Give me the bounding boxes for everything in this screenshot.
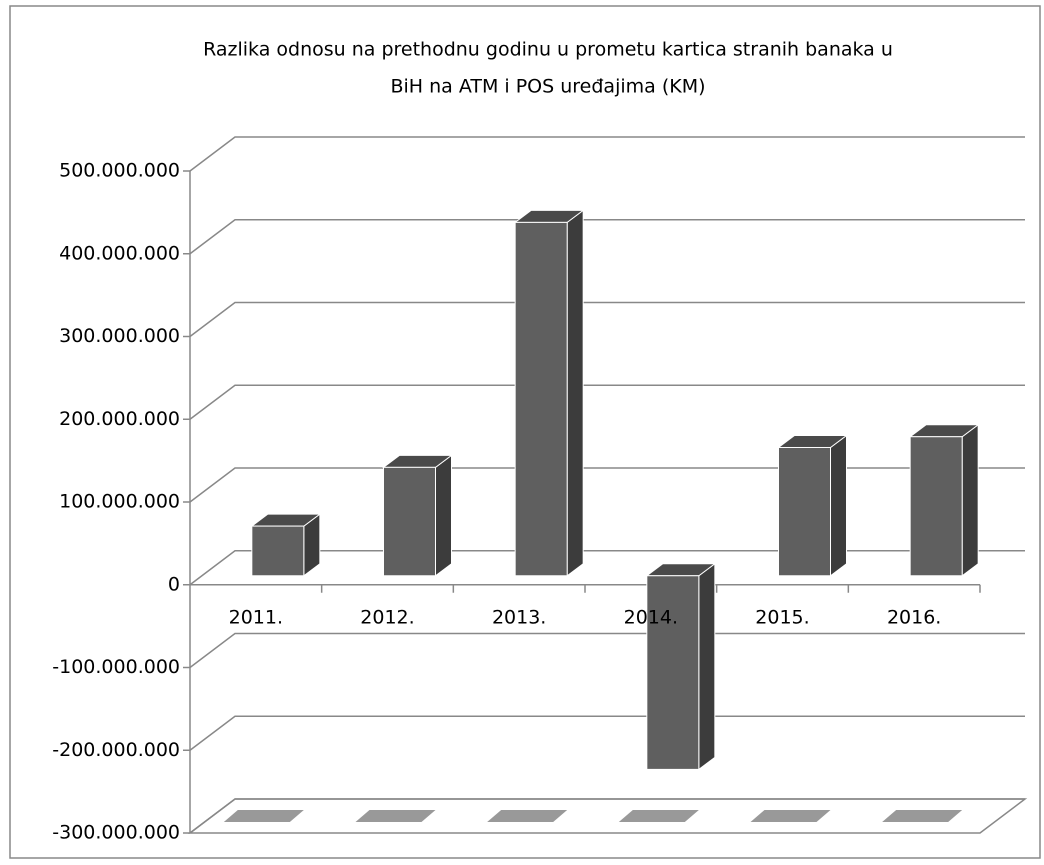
x-tick-label: 2013. xyxy=(492,606,546,628)
x-tick-label: 2016. xyxy=(887,606,941,628)
floor-tile xyxy=(750,810,831,822)
bar-side xyxy=(435,454,452,577)
floor-tile xyxy=(355,810,436,822)
y-tick-label: 0 xyxy=(168,573,180,595)
x-tick-label: 2014. xyxy=(624,606,678,628)
chart-title: BiH na ATM i POS uređajima (KM) xyxy=(390,76,705,98)
bar xyxy=(383,466,436,577)
bar xyxy=(646,575,700,770)
bar xyxy=(909,436,963,577)
grid-line xyxy=(189,384,1025,420)
floor-tile xyxy=(487,810,568,822)
y-tick-label: 200.000.000 xyxy=(59,408,180,430)
bar-side xyxy=(566,209,584,577)
y-tick-label: -200.000.000 xyxy=(52,739,180,761)
y-tick-label: -100.000.000 xyxy=(52,656,180,678)
y-tick-label: 100.000.000 xyxy=(59,491,180,513)
y-tick-label: 300.000.000 xyxy=(59,325,180,347)
grid-line xyxy=(189,301,1025,338)
floor-tile xyxy=(618,810,699,822)
grid-line xyxy=(189,798,1025,834)
y-tick-label: -300.000.000 xyxy=(52,822,180,844)
floor-tile xyxy=(223,810,304,822)
bar-side xyxy=(961,423,979,577)
chart-title: Razlika odnosu na prethodnu godinu u pro… xyxy=(203,39,893,61)
bar xyxy=(778,446,831,577)
y-tick-label: 500.000.000 xyxy=(59,160,180,182)
bar-side xyxy=(698,562,716,771)
x-tick-label: 2012. xyxy=(360,606,414,628)
grid-line xyxy=(189,219,1025,255)
grid-line xyxy=(189,550,1025,586)
grid-line xyxy=(189,715,1025,751)
grid-line xyxy=(189,136,1025,172)
x-tick-label: 2011. xyxy=(229,606,283,628)
grid-line xyxy=(189,632,1025,669)
bar xyxy=(514,221,568,577)
y-tick-label: 400.000.000 xyxy=(59,242,180,264)
x-tick-label: 2015. xyxy=(755,606,809,628)
grid-line xyxy=(189,467,1025,503)
floor-tile xyxy=(882,810,963,822)
bar xyxy=(251,525,305,577)
bar-side xyxy=(830,434,847,577)
